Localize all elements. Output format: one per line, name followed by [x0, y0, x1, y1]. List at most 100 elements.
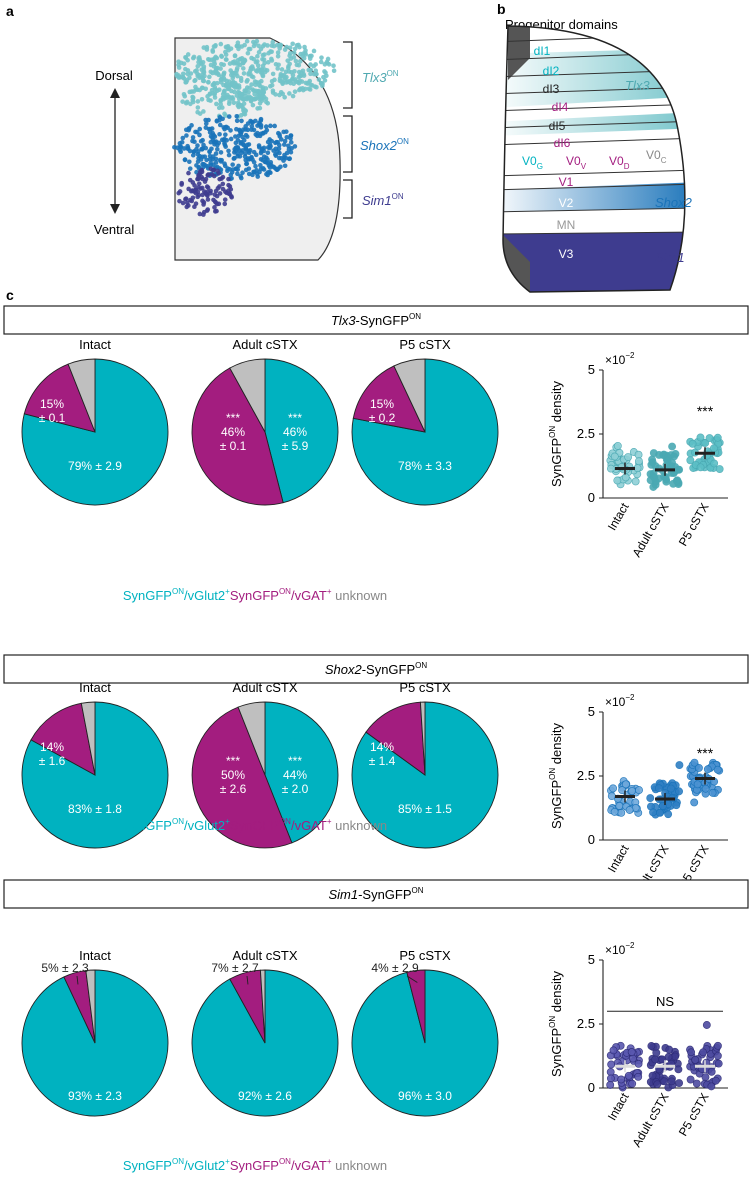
data-point — [664, 453, 672, 462]
neuron-dot — [268, 49, 273, 54]
neuron-dot — [228, 68, 233, 73]
neuron-dot — [210, 90, 215, 96]
data-point — [696, 433, 705, 442]
neuron-dot — [176, 65, 182, 70]
neuron-dot — [292, 46, 298, 52]
neuron-dot — [269, 78, 275, 84]
neuron-dot — [268, 170, 273, 176]
data-point — [665, 1045, 674, 1054]
data-point — [701, 439, 710, 447]
neuron-dot — [273, 153, 279, 158]
neuron-dot — [247, 94, 252, 100]
neuron-dot — [187, 148, 193, 154]
neuron-dot — [244, 79, 250, 84]
neuron-dot — [256, 82, 262, 88]
neuron-dot — [226, 114, 232, 119]
neuron-dot — [216, 140, 222, 146]
neuron-dot — [212, 95, 218, 100]
data-point — [691, 1055, 700, 1064]
neuron-dot — [203, 117, 208, 123]
x-tick-label: P5 cSTX — [676, 501, 712, 549]
neuron-dot — [265, 59, 271, 65]
neuron-dot — [205, 94, 210, 99]
neuron-dot — [287, 91, 292, 96]
pie-row: Intact 79% ± 2.9 15% ± 0.1 Adult cSTX *** 46% ±… — [21, 337, 499, 506]
row-header-title: Sim1-SynGFPON — [328, 886, 423, 902]
neuron-dot — [201, 212, 206, 217]
neuron-dot — [277, 43, 282, 48]
neuron-dot — [246, 71, 252, 76]
neuron-dot — [195, 99, 201, 104]
data-point — [624, 1071, 633, 1080]
neuron-dot — [306, 86, 312, 92]
neuron-dot — [269, 56, 274, 62]
neuron-dot — [204, 157, 209, 163]
neuron-dot — [224, 78, 230, 84]
data-point — [646, 794, 655, 803]
vglut-percent: 93% ± 2.3 — [68, 1089, 122, 1103]
data-point — [694, 763, 703, 772]
x-tick-label: P5 cSTX — [676, 1091, 712, 1139]
neuron-dot — [239, 118, 244, 124]
data-point — [664, 1052, 673, 1061]
neuron-dot — [215, 146, 220, 152]
scale-label: ×10−2 — [605, 351, 635, 367]
data-point — [675, 787, 683, 796]
vglut-percent: 85% ± 1.5 — [398, 802, 452, 816]
neuron-dot — [297, 44, 302, 50]
neuron-dot — [279, 67, 285, 72]
significance-stars: *** — [697, 745, 714, 761]
scale-label: ×10−2 — [605, 941, 635, 957]
neuron-dot — [242, 112, 248, 117]
sim1-bracket — [343, 179, 353, 219]
neuron-dot — [178, 149, 183, 154]
sim1-gene-label: Sim1 — [655, 250, 685, 265]
neuron-dot — [188, 188, 194, 194]
y-tick-label: 2.5 — [577, 426, 595, 441]
unknown-slice — [85, 969, 96, 1044]
neuron-dot — [241, 71, 247, 76]
neuron-dot — [208, 134, 214, 139]
neuron-dot — [257, 105, 263, 111]
neuron-dot — [258, 131, 264, 137]
neuron-dot — [215, 164, 220, 170]
neuron-dot — [290, 93, 296, 99]
neuron-dot — [292, 89, 298, 94]
neuron-dot — [221, 72, 226, 77]
neuron-dot — [244, 38, 250, 44]
neuron-dot — [183, 66, 188, 72]
vglut-slice — [264, 358, 339, 504]
domain-v3: V3 — [559, 247, 574, 261]
neuron-dot — [234, 65, 240, 71]
neuron-dot — [192, 78, 197, 84]
neuron-dot — [205, 56, 211, 62]
neuron-dot — [308, 71, 313, 77]
neuron-dot — [205, 172, 211, 178]
neuron-dot — [226, 182, 231, 188]
neuron-dot — [281, 142, 287, 147]
neuron-dot — [235, 151, 240, 157]
data-point — [713, 1051, 722, 1060]
data-point — [606, 464, 615, 473]
neuron-dot — [211, 173, 217, 179]
neuron-dot — [198, 61, 204, 67]
vglut-percent: *** 44% ± 2.0 — [282, 754, 309, 796]
data-point — [709, 444, 718, 453]
neuron-dot — [183, 196, 189, 201]
neuron-dot — [297, 59, 303, 64]
data-point — [618, 786, 627, 795]
neuron-dot — [198, 186, 203, 191]
neuron-dot — [190, 135, 196, 140]
condition-label: P5 cSTX — [399, 680, 451, 695]
neuron-dot — [212, 205, 217, 210]
neuron-dot — [196, 56, 201, 61]
neuron-dot — [223, 52, 229, 57]
dorsal-label: Dorsal — [95, 68, 133, 83]
neuron-dot — [249, 154, 254, 160]
ns-label: NS — [656, 994, 674, 1009]
y-tick-label: 0 — [588, 490, 595, 505]
neuron-dot — [311, 48, 317, 54]
neuron-dot — [249, 74, 255, 79]
neuron-dot — [287, 45, 293, 50]
data-point — [671, 1052, 680, 1061]
